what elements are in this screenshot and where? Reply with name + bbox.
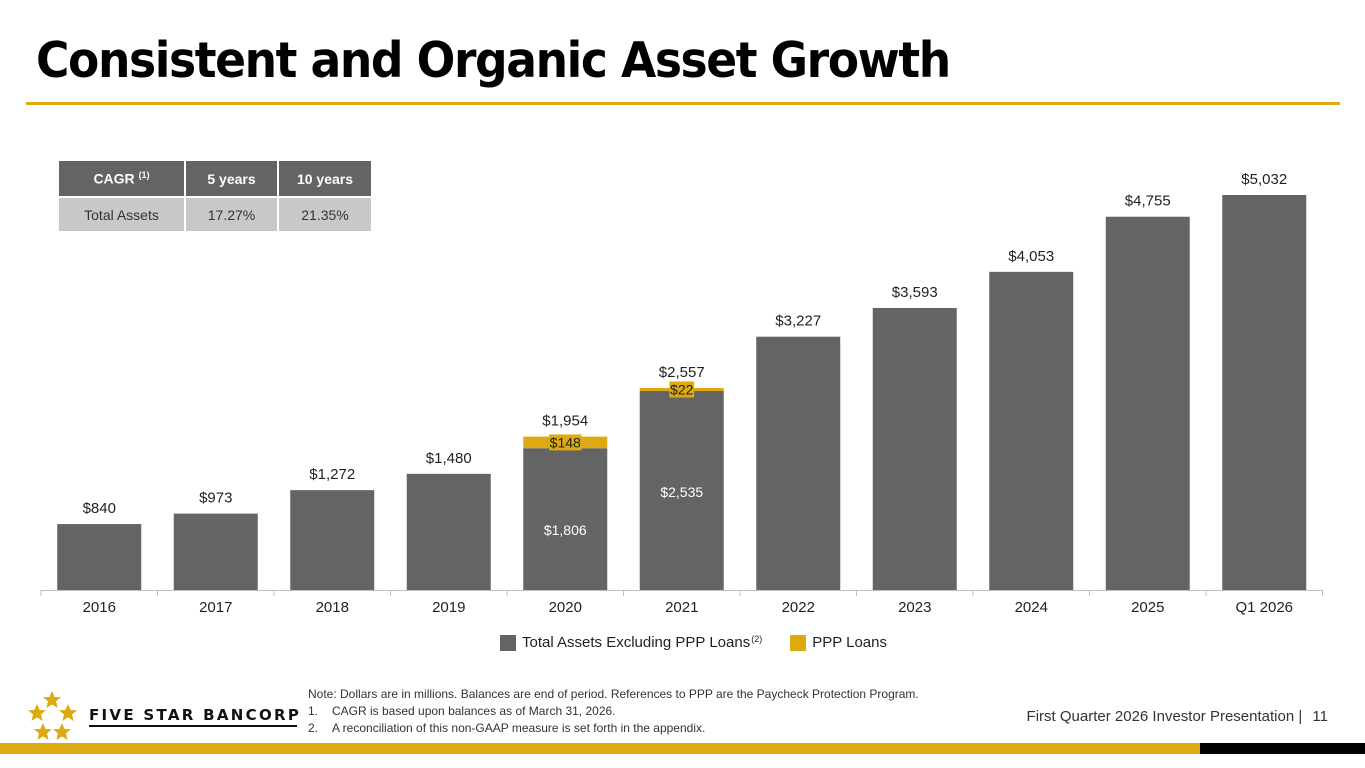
table-row: Total Assets 17.27% 21.35%: [57, 196, 373, 233]
cagr-row-label: Total Assets: [57, 196, 186, 233]
bar-total-label: $840: [83, 500, 116, 517]
bar-total-label: $4,053: [1008, 248, 1054, 265]
bar-total-label: $3,227: [775, 313, 821, 330]
bar-total-assets-excl-ppp: [523, 448, 608, 590]
legend-swatch-ppp: [790, 634, 807, 651]
footnote-item: 1. CAGR is based upon balances as of Marc…: [308, 703, 919, 720]
footnote-item: 2. A reconciliation of this non-GAAP meas…: [308, 720, 919, 737]
bar-total-label: $973: [199, 490, 232, 507]
bar-total-label: $3,593: [892, 284, 938, 301]
x-tick-label: 2021: [665, 599, 698, 616]
page-title: Consistent and Organic Asset Growth: [36, 32, 951, 89]
logo-wordmark: FIVE STAR BANCORP: [89, 706, 302, 724]
bar-total-label: $4,755: [1125, 193, 1171, 210]
bar-total-assets-excl-ppp: [1105, 216, 1190, 590]
bar-total-label: $1,954: [542, 413, 588, 430]
cagr-header-text: CAGR: [93, 170, 135, 187]
bar-total-label: $5,032: [1241, 171, 1287, 188]
bar-total-assets-excl-ppp: [639, 391, 724, 590]
x-axis: [40, 590, 1323, 596]
title-underline: [26, 102, 1340, 105]
bar-inner-value-label: $1,806: [544, 522, 587, 538]
footer-gold-band: [0, 743, 1200, 754]
chart-legend: Total Assets Excluding PPP Loans (2) PPP …: [500, 634, 887, 651]
x-tick-label: 2024: [1015, 599, 1048, 616]
x-tick-label: 2025: [1131, 599, 1164, 616]
five-stars-logo-icon: [28, 691, 77, 740]
x-tick-label: 2020: [549, 599, 582, 616]
labels-group: $840 2016 $973 2017 $1,272 2018 $1,480 2019 $148…: [83, 171, 1293, 616]
bar-total-label: $2,557: [659, 364, 705, 381]
bar-inner-value-label: $2,535: [660, 484, 703, 500]
footnote-marker: (1): [138, 170, 150, 181]
note-intro: Note: Dollars are in millions. Balances …: [308, 687, 919, 701]
bar-total-assets-excl-ppp: [173, 513, 258, 590]
legend-label-total-assets: Total Assets Excluding PPP Loans: [522, 634, 751, 651]
footer: First Quarter 2026 Investor Presentation…: [1027, 708, 1328, 725]
ppp-label-bg: [669, 381, 695, 398]
bar-total-assets-excl-ppp: [290, 490, 375, 590]
bar-total-label: $1,272: [309, 466, 355, 483]
footnote-number: 2.: [308, 721, 319, 735]
x-tick-label: Q1 2026: [1235, 599, 1293, 616]
x-tick-label: 2022: [782, 599, 815, 616]
x-tick-label: 2016: [83, 599, 116, 616]
cagr-header-10yr: 10 years: [277, 159, 373, 198]
footer-black-band: [1200, 743, 1365, 754]
asset-growth-chart: $840 2016 $973 2017 $1,272 2018 $1,480 2019 $148…: [40, 171, 1323, 616]
bar-total-assets-excl-ppp: [756, 336, 841, 590]
bar-total-assets-excl-ppp: [989, 271, 1074, 590]
bar-total-label: $1,480: [426, 450, 472, 467]
page-number: 11: [1312, 708, 1328, 725]
cagr-header-row: CAGR (1) 5 years 10 years: [57, 159, 373, 198]
cagr-table: CAGR (1) 5 years 10 years Total Assets 1…: [57, 159, 373, 233]
x-tick-label: 2019: [432, 599, 465, 616]
footnotes: Note: Dollars are in millions. Balances …: [308, 686, 919, 737]
ppp-value-label: $148: [550, 434, 581, 450]
cagr-5yr-value: 17.27%: [184, 196, 279, 233]
legend-swatch-total-assets: [500, 634, 516, 651]
x-tick-label: 2017: [199, 599, 232, 616]
footnote-text: CAGR is based upon balances as of March …: [332, 704, 616, 718]
bar-total-assets-excl-ppp: [57, 524, 142, 590]
x-tick-label: 2023: [898, 599, 931, 616]
presentation-title: First Quarter 2026 Investor Presentation…: [1026, 708, 1303, 725]
legend-footnote: (2): [751, 633, 763, 644]
footnote-number: 1.: [308, 704, 319, 718]
ppp-label-bg: [549, 434, 582, 451]
cagr-header-5yr: 5 years: [184, 159, 279, 198]
legend-label-ppp: PPP Loans: [812, 634, 887, 651]
bars-group: [57, 195, 1307, 590]
footnote-text: A reconciliation of this non-GAAP measur…: [332, 721, 706, 735]
bar-total-assets-excl-ppp: [1222, 195, 1307, 590]
logo-underline: [89, 725, 297, 727]
x-tick-label: 2018: [316, 599, 349, 616]
bar-total-assets-excl-ppp: [872, 307, 957, 590]
cagr-10yr-value: 21.35%: [277, 196, 373, 233]
cagr-header-label: CAGR (1): [57, 159, 186, 198]
bar-total-assets-excl-ppp: [406, 473, 491, 590]
ppp-value-label: $22: [670, 382, 694, 398]
